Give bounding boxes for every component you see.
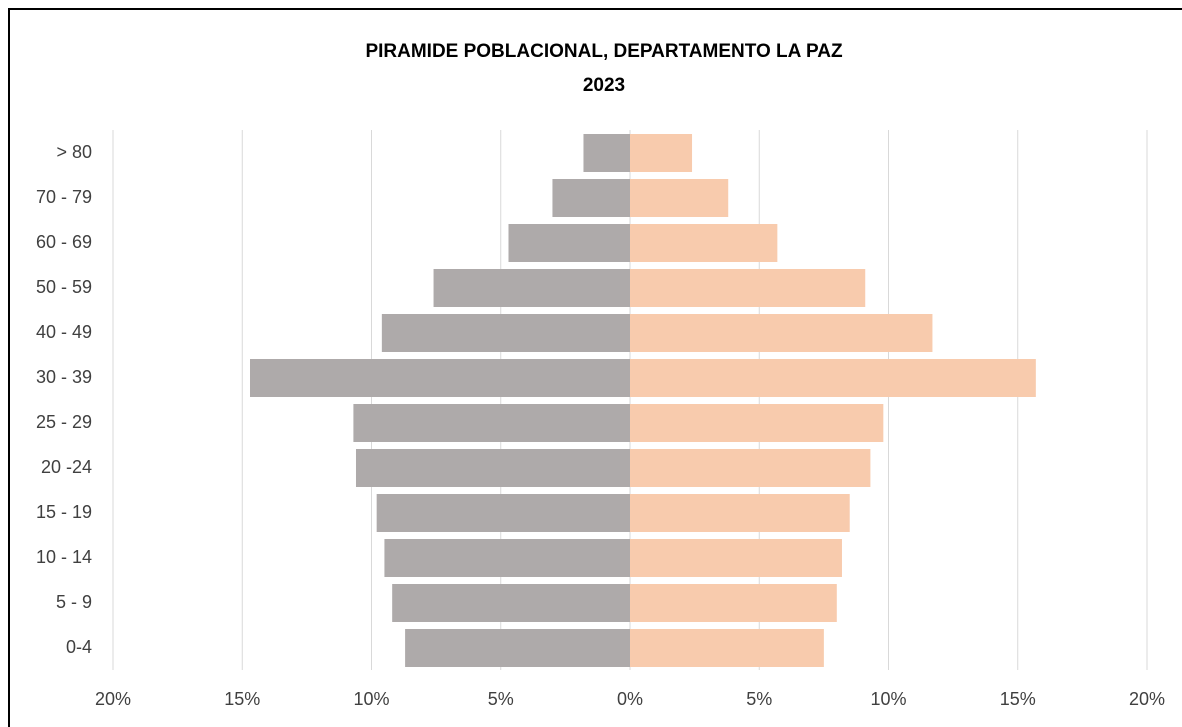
x-tick-label: 0% [617,689,643,709]
bar [630,179,729,217]
x-tick-label: 15% [1000,689,1036,709]
x-tick-label: 10% [870,689,906,709]
bar [376,494,630,532]
bar [250,359,630,397]
x-tick-label: 5% [488,689,514,709]
y-tick-label: 70 - 79 [36,187,92,207]
y-tick-label: > 80 [56,142,92,162]
y-tick-label: 60 - 69 [36,232,92,252]
y-tick-label: 5 - 9 [56,592,92,612]
bar [630,134,693,172]
y-tick-label: 10 - 14 [36,547,92,567]
bar [355,449,630,487]
bar [630,314,933,352]
x-tick-label: 10% [353,689,389,709]
x-tick-label: 5% [746,689,772,709]
y-tick-label: 30 - 39 [36,367,92,387]
chart-title: PIRAMIDE POBLACIONAL, DEPARTAMENTO LA PA… [365,41,843,62]
bar [630,269,866,307]
bar [392,584,630,622]
y-tick-label: 50 - 59 [36,277,92,297]
bar [630,449,871,487]
bar [630,404,884,442]
bar [630,629,824,667]
bar [552,179,630,217]
bar [433,269,630,307]
y-tick-label: 15 - 19 [36,502,92,522]
bar [508,224,630,262]
x-tick-label: 20% [95,689,131,709]
y-tick-label: 40 - 49 [36,322,92,342]
bar [630,224,778,262]
bar [630,584,837,622]
x-tick-label: 15% [224,689,260,709]
y-tick-label: 0-4 [66,637,92,657]
bar [381,314,630,352]
x-tick-label: 20% [1129,689,1165,709]
bar [630,494,850,532]
bar [405,629,630,667]
bar [630,359,1036,397]
bar [583,134,630,172]
bar [384,539,630,577]
chart-subtitle: 2023 [583,75,625,96]
bar [630,539,842,577]
y-tick-label: 20 -24 [41,457,92,477]
bar [353,404,630,442]
y-tick-label: 25 - 29 [36,412,92,432]
